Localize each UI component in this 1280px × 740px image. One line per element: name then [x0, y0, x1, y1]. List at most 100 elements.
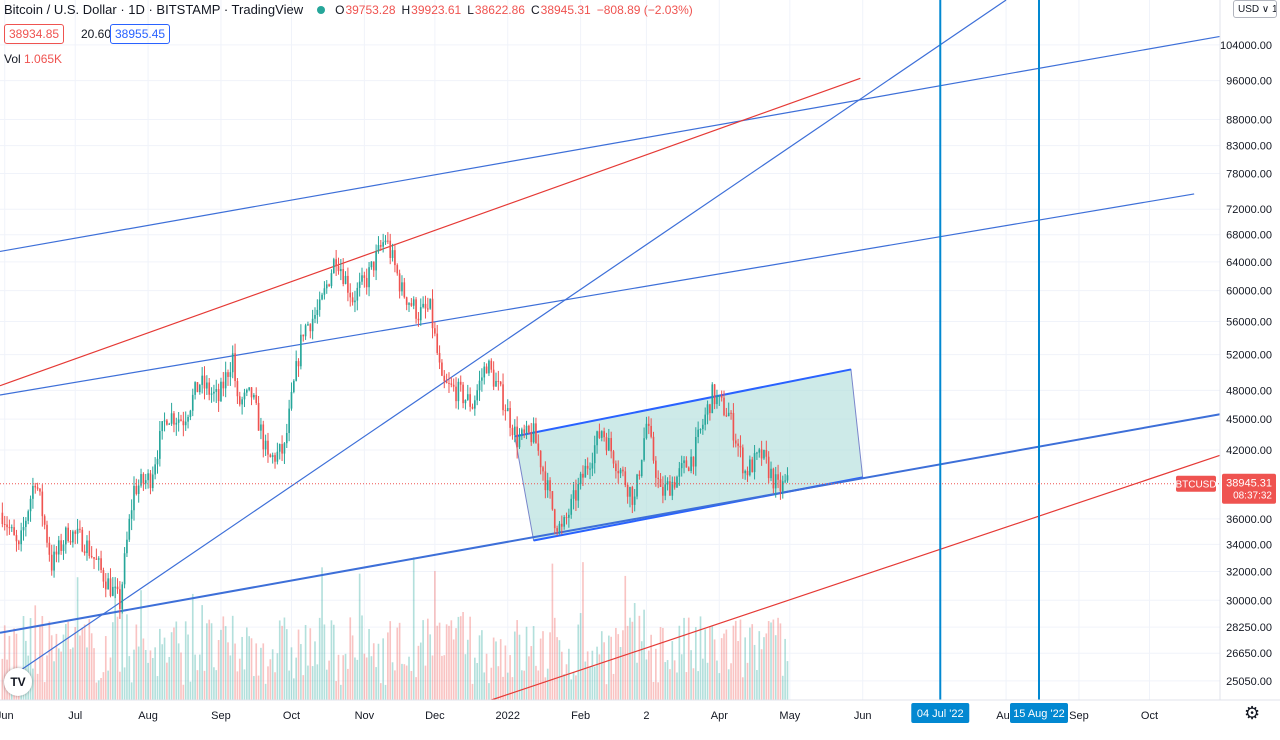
trendline-red[interactable]	[491, 454, 1221, 701]
volume-bar	[328, 660, 330, 700]
volume-bar	[673, 660, 676, 700]
trendline-blue[interactable]	[0, 413, 1221, 634]
close-label: C	[530, 2, 540, 17]
volume-bar	[612, 673, 615, 700]
candle-body	[311, 318, 314, 332]
candle-body	[488, 360, 490, 374]
channel-upper-line[interactable]	[514, 368, 852, 438]
volume-bar	[318, 617, 321, 700]
candle-body	[206, 382, 208, 389]
candle-body	[257, 402, 260, 431]
candle-body	[57, 540, 60, 555]
volume-bar	[770, 622, 772, 700]
candle-body	[34, 485, 37, 488]
volume-bar	[104, 636, 107, 700]
volume-bar	[650, 634, 652, 700]
candle-body	[563, 517, 565, 527]
candle-body	[194, 382, 196, 395]
candle-body	[46, 524, 48, 543]
candle-body	[427, 308, 429, 310]
candle-body	[483, 366, 486, 378]
candle-body	[203, 375, 206, 389]
volume-bar	[170, 632, 173, 700]
volume-bar	[582, 562, 584, 700]
volume-bar	[476, 662, 479, 700]
candle-body	[36, 487, 39, 489]
volume-bar	[563, 674, 565, 700]
currency-select[interactable]: USD ∨ 10	[1233, 0, 1277, 18]
candle-body	[375, 251, 377, 271]
candle-body	[387, 240, 389, 242]
candle-body	[685, 460, 688, 468]
candle-body	[422, 303, 424, 308]
trendline-blue[interactable]	[0, 193, 1195, 396]
candle-body	[48, 542, 51, 555]
candle-body	[723, 397, 725, 416]
candle-body	[100, 558, 102, 571]
volume-bar	[304, 624, 307, 700]
volume-bar	[248, 636, 250, 700]
volume-bar	[419, 642, 422, 700]
volume-bar	[713, 639, 716, 700]
vertical-line-date-badge[interactable]	[911, 703, 970, 723]
candle-body	[786, 475, 789, 481]
volume-bar	[767, 621, 770, 700]
candle-body	[20, 530, 22, 545]
candle-body	[69, 540, 72, 543]
volume-bar	[34, 605, 37, 700]
volume-bar	[358, 573, 361, 700]
candle-body	[151, 474, 154, 489]
tradingview-logo-icon[interactable]: TV	[4, 668, 32, 696]
symbol-title[interactable]: Bitcoin / U.S. Dollar · 1D · BITSTAMP · …	[4, 2, 304, 17]
volume-bar	[737, 641, 739, 700]
candle-body	[17, 541, 20, 545]
candle-body	[149, 473, 152, 489]
volume-bar	[727, 669, 730, 700]
candle-body	[358, 281, 361, 288]
trendline-blue[interactable]	[0, 35, 1221, 253]
volume-bar	[351, 635, 354, 700]
close-value: 38945.31	[540, 2, 591, 17]
gear-icon[interactable]: ⚙	[1244, 703, 1261, 723]
volume-bar	[664, 662, 667, 700]
volume-bar	[589, 667, 591, 700]
trendline-red[interactable]	[0, 77, 861, 387]
trendline-blue[interactable]	[13, 0, 1007, 676]
low-label: L	[467, 2, 474, 17]
volume-bar	[539, 638, 542, 700]
volume-bar	[622, 630, 624, 700]
candle-body	[443, 375, 446, 382]
volume-bar	[779, 623, 782, 700]
volume-bar	[784, 638, 786, 700]
candle-body	[107, 578, 109, 590]
volume-bar	[685, 672, 688, 700]
volume-bar	[709, 626, 711, 700]
buy-button[interactable]: 38955.45	[110, 24, 171, 44]
candle-body	[43, 516, 46, 525]
candle-body	[121, 584, 124, 609]
volume-bar	[410, 671, 413, 700]
candle-body	[551, 491, 554, 510]
candle-body	[469, 394, 471, 407]
candle-body	[281, 444, 283, 454]
price-axis[interactable]	[1220, 0, 1280, 740]
vertical-line-date-badge[interactable]	[1009, 703, 1068, 723]
volume-bar	[542, 631, 544, 700]
volume-bar	[549, 632, 551, 700]
candle-body	[403, 282, 406, 298]
volume-bar	[596, 646, 598, 700]
sell-button[interactable]: 38934.85	[4, 24, 65, 44]
candle-body	[647, 423, 650, 426]
volume-bar	[629, 617, 631, 700]
volume-bar	[546, 668, 549, 700]
candle-body	[363, 275, 366, 278]
candle-body	[137, 485, 140, 494]
candle-body	[264, 440, 267, 450]
volume-bar	[450, 620, 453, 700]
volume-bar	[617, 634, 620, 700]
volume-bar	[253, 676, 255, 700]
volume-bar	[344, 653, 347, 700]
volume-bar	[511, 677, 514, 700]
volume-bar	[135, 624, 138, 700]
